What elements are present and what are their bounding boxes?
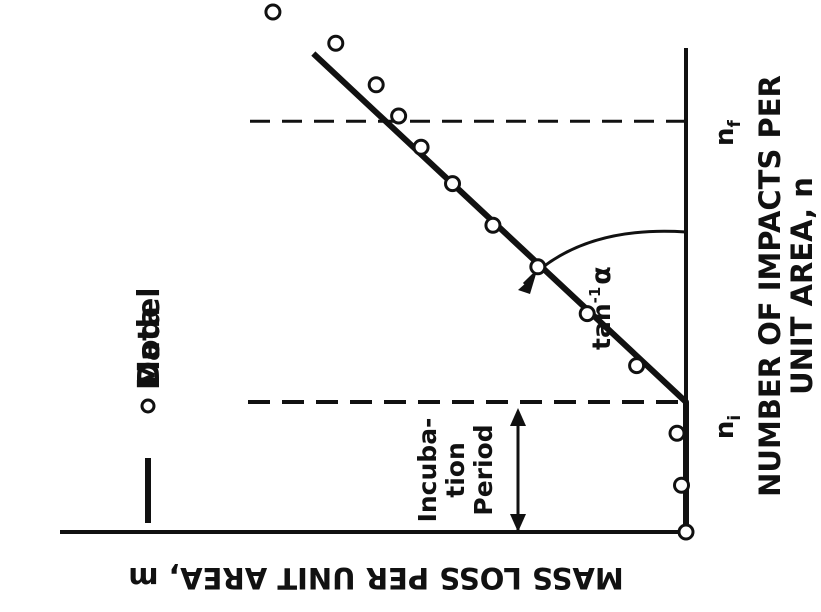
- data-point-9: [412, 138, 430, 156]
- slope-arc-arrowhead: [518, 274, 536, 294]
- data-point-6: [529, 258, 547, 276]
- data-point-11: [367, 76, 385, 94]
- data-point-4: [628, 357, 646, 375]
- n-axis-title-line2: UNIT AREA, n: [785, 177, 819, 395]
- incubation-arrowhead-bottom: [510, 514, 526, 532]
- slope-label-tan: tan: [587, 303, 616, 350]
- data-point-12: [327, 34, 345, 52]
- legend-model-label: Model: [132, 287, 167, 390]
- nf-label-sub: f: [725, 119, 745, 127]
- data-point-10: [390, 107, 408, 125]
- slope-label: tan-1 α: [586, 266, 617, 350]
- ni-label-n: n: [710, 421, 740, 440]
- data-point-2: [673, 476, 691, 494]
- incubation-label-line1: Incuba-: [413, 418, 442, 523]
- nf-label-n: n: [710, 127, 740, 146]
- data-point-1: [677, 523, 695, 541]
- incubation-label-line2: tion: [441, 442, 470, 498]
- svg-text:nf: nf: [710, 119, 745, 146]
- ni-tick-label: ni: [710, 415, 745, 439]
- slope-label-exponent: -1: [586, 287, 604, 304]
- model-series-line: [311, 51, 689, 532]
- legend-data-marker: [140, 398, 156, 414]
- svg-text:ni: ni: [710, 415, 745, 439]
- data-point-13: [264, 3, 282, 21]
- incubation-arrowhead-top: [510, 408, 526, 426]
- data-point-7: [484, 216, 502, 234]
- n-axis-title-line1: NUMBER OF IMPACTS PER: [753, 75, 787, 497]
- incubation-label-line3: Period: [469, 424, 498, 515]
- m-axis-title: MASS LOSS PER UNIT AREA, m: [128, 561, 623, 595]
- svg-text:tan-1α: tan-1 α: [586, 266, 617, 350]
- legend: Data Model: [132, 287, 167, 523]
- legend-data-label: Data: [132, 306, 167, 386]
- slope-label-alpha: α: [586, 266, 617, 285]
- data-point-3: [668, 424, 686, 442]
- data-points-group: [264, 3, 695, 541]
- nf-tick-label: nf: [710, 119, 745, 146]
- data-point-8: [444, 175, 462, 193]
- data-point-5: [578, 305, 596, 323]
- ni-label-sub: i: [725, 415, 745, 421]
